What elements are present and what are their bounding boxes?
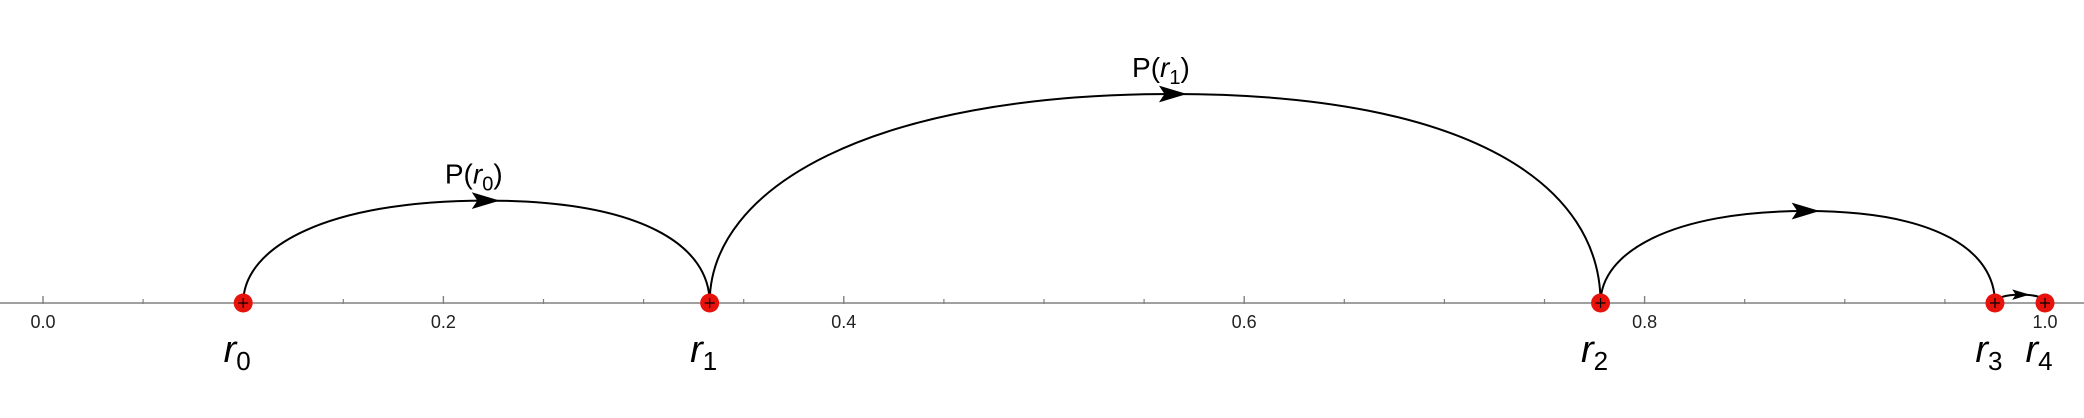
arc-label: P(r0)	[445, 159, 503, 196]
arc-arrowhead	[471, 192, 500, 209]
point-label: r1	[690, 329, 717, 376]
point-label-sub: 1	[703, 346, 717, 376]
point-label-sub: 2	[1594, 346, 1608, 376]
tick-label: 0.0	[30, 312, 55, 332]
arc-label: P(r1)	[1132, 52, 1190, 89]
point-label: r4	[2025, 329, 2052, 376]
tick-label: 0.6	[1232, 312, 1257, 332]
arc-arrowhead	[1158, 85, 1187, 103]
point-label-var: r	[690, 329, 704, 371]
arc-label-prefix: P(	[1132, 52, 1161, 83]
point-label-var: r	[224, 329, 238, 371]
point-label-sub: 4	[2038, 346, 2052, 376]
tick-label: 0.2	[431, 312, 456, 332]
iterate-points: r0 r1 r2 r3 r4	[224, 293, 2055, 376]
major-ticks: 0.0 0.2 0.4 0.6 0.8 1.0	[30, 296, 2058, 332]
jump-arc	[708, 92, 1602, 304]
arc-label-suffix: )	[493, 159, 502, 190]
number-line: 0.0 0.2 0.4 0.6 0.8 1.0	[0, 296, 2084, 332]
arc-label-prefix: P(	[445, 159, 474, 190]
jump-arc	[242, 199, 711, 304]
point-label: r2	[1581, 329, 1608, 376]
arc-arrowhead	[1791, 202, 1820, 220]
tick-label: 0.4	[831, 312, 856, 332]
point-label: r3	[1975, 329, 2002, 376]
point-label: r0	[224, 329, 251, 376]
point-label-var: r	[2025, 329, 2039, 371]
point-label-sub: 3	[1988, 346, 2002, 376]
arc-label-sub: 1	[1169, 67, 1180, 89]
point-label-var: r	[1975, 329, 1989, 371]
arc-label-var: r	[473, 159, 484, 190]
point-label-var: r	[1581, 329, 1595, 371]
jump-arcs: P(r0)P(r1)	[242, 52, 2046, 304]
tick-label: 1.0	[2032, 312, 2057, 332]
point-label-sub: 0	[236, 346, 250, 376]
arc-label-suffix: )	[1180, 52, 1189, 83]
jump-arc	[1599, 210, 1996, 304]
tick-label: 0.8	[1632, 312, 1657, 332]
minor-ticks	[142, 299, 1946, 304]
arc-label-var: r	[1160, 52, 1171, 83]
arc-label-sub: 0	[482, 174, 493, 196]
arc-arrowhead	[2012, 289, 2030, 300]
